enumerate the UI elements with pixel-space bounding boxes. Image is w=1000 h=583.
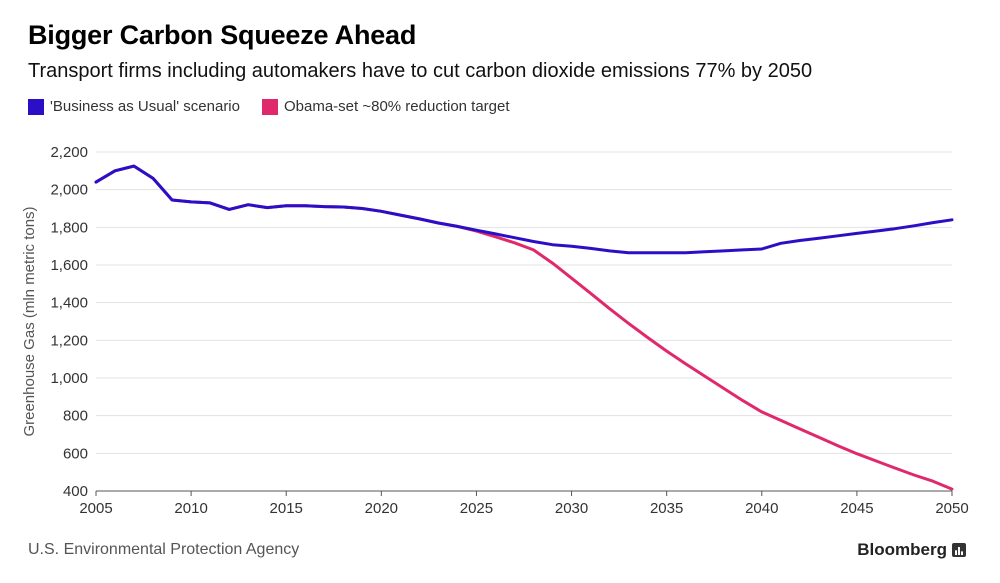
- x-tick-label: 2050: [935, 500, 968, 517]
- legend-label-business-as-usual: 'Business as Usual' scenario: [50, 98, 240, 115]
- legend-swatch-reduction-target: [261, 98, 278, 115]
- y-tick-label: 1,600: [50, 257, 88, 274]
- bloomberg-chart-icon: [952, 543, 966, 557]
- chart-title: Bigger Carbon Squeeze Ahead: [28, 20, 417, 50]
- x-tick-label: 2035: [650, 500, 683, 517]
- source-note: U.S. Environmental Protection Agency: [28, 541, 300, 558]
- y-axis-title: Greenhouse Gas (mln metric tons): [21, 206, 38, 436]
- series-line-reduction-target: [94, 164, 954, 491]
- x-tick-label: 2005: [79, 500, 112, 517]
- x-tick-label: 2015: [270, 500, 303, 517]
- legend-swatch-business-as-usual: [28, 98, 44, 115]
- y-tick-label: 2,200: [50, 144, 88, 161]
- legend-item-reduction-target: Obama-set ~80% reduction target: [261, 98, 510, 115]
- x-tick-label: 2010: [174, 500, 207, 517]
- x-tick-label: 2020: [365, 500, 398, 517]
- chart-subtitle: Transport firms including automakers hav…: [28, 60, 813, 82]
- x-tick-label: 2030: [555, 500, 588, 517]
- brand-logo: Bloomberg: [857, 540, 966, 560]
- y-tick-label: 2,000: [50, 182, 88, 199]
- legend-item-business-as-usual: 'Business as Usual' scenario: [28, 98, 240, 115]
- y-tick-label: 600: [63, 445, 88, 462]
- y-tick-label: 1,800: [50, 219, 88, 236]
- y-tick-label: 800: [63, 408, 88, 425]
- y-tick-label: 400: [63, 483, 88, 500]
- series-line-business-as-usual: [94, 164, 954, 255]
- x-tick-label: 2040: [745, 500, 778, 517]
- legend: 'Business as Usual' scenario Obama-set ~…: [28, 98, 532, 115]
- y-tick-label: 1,400: [50, 295, 88, 312]
- x-tick-label: 2025: [460, 500, 493, 517]
- legend-label-reduction-target: Obama-set ~80% reduction target: [283, 98, 510, 115]
- brand-label: Bloomberg: [857, 540, 947, 559]
- x-tick-label: 2045: [840, 500, 873, 517]
- y-tick-label: 1,200: [50, 332, 88, 349]
- y-tick-label: 1,000: [50, 370, 88, 387]
